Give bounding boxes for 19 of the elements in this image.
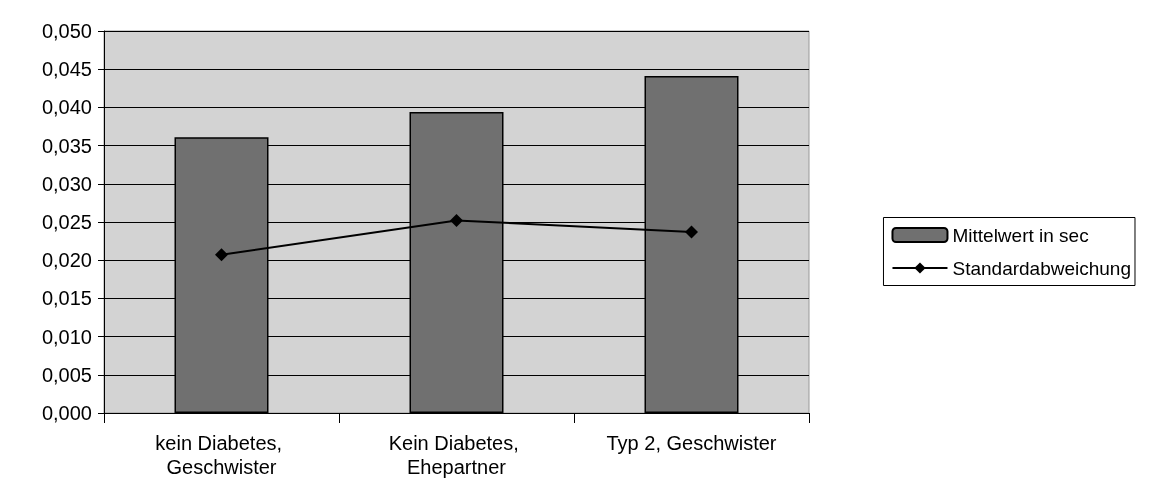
y-tick-label: 0,020 [41, 249, 92, 272]
point [685, 225, 698, 239]
x-tick-label: Kein Diabetes, Ehepartner [388, 432, 525, 478]
y-tick-label: 0,045 [41, 58, 92, 81]
y-tick-label: 0,005 [41, 363, 92, 386]
y-tick-label: 0,035 [41, 134, 92, 157]
legend-label: Standardabweichung [952, 257, 1132, 279]
x-tick-label: kein Diabetes, Geschwister [155, 432, 288, 478]
y-tick-label: 0,025 [41, 211, 92, 233]
legend-label: Mittelwert in sec [952, 224, 1089, 246]
x-tick-label: Typ 2, Geschwister [606, 432, 777, 454]
y-tick-label: 0,040 [41, 96, 92, 119]
y-tick-label: 0,050 [41, 20, 92, 42]
y-tick-label: 0,000 [41, 402, 92, 424]
y-tick-label: 0,010 [41, 325, 92, 348]
point [215, 248, 228, 262]
y-tick-label: 0,030 [41, 172, 92, 195]
y-tick-label: 0,015 [41, 287, 92, 310]
point [450, 213, 463, 227]
